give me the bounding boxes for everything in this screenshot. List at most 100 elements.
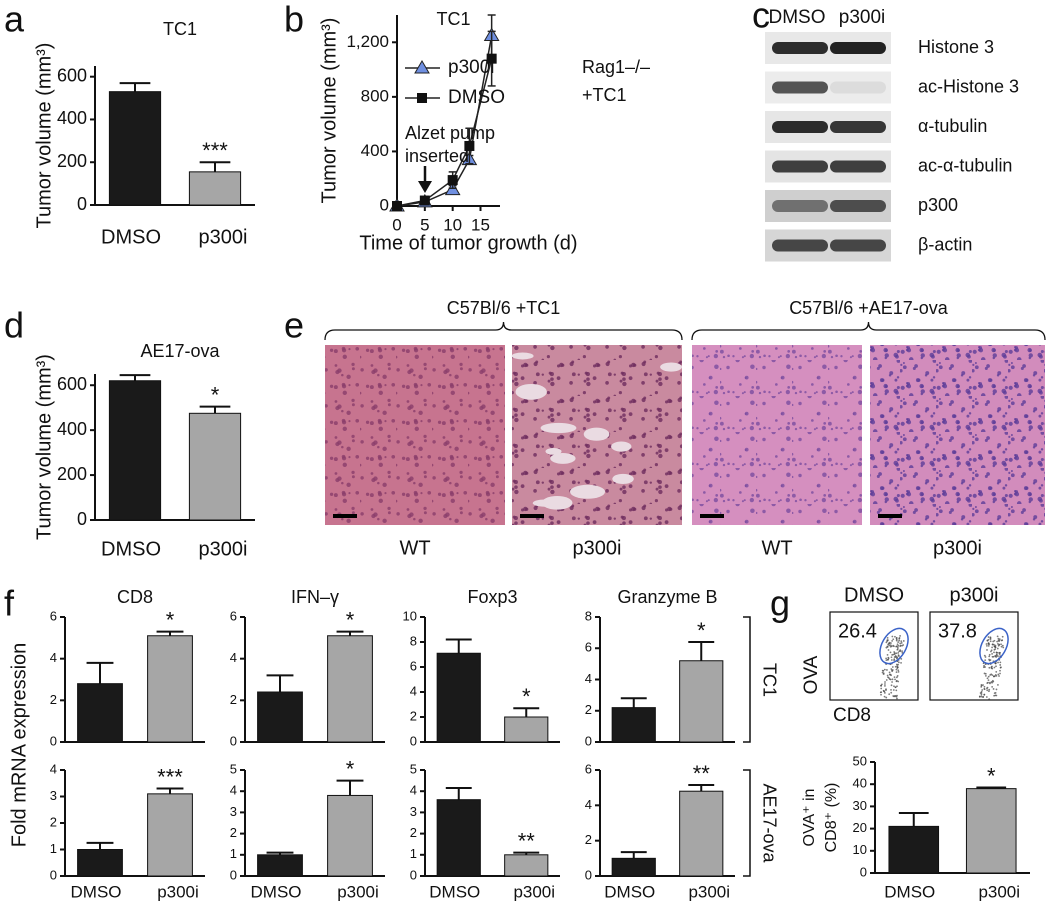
row-bracket: [743, 616, 751, 743]
significance: ***: [157, 764, 183, 789]
bar: [436, 799, 481, 877]
flow-dot: [892, 644, 895, 647]
flow-dot: [886, 639, 889, 642]
flow-dot: [894, 652, 896, 655]
blot-row-label: Histone 3: [918, 37, 994, 57]
row-label: AE17-ova: [759, 783, 779, 863]
flow-dot: [892, 689, 895, 691]
blot-column: p300i: [839, 7, 886, 28]
flow-percent: 37.8: [938, 620, 977, 642]
flow-dot: [1000, 645, 1003, 648]
flow-dot: [995, 694, 998, 697]
flow-dot: [897, 655, 900, 657]
flow-dot: [899, 635, 901, 637]
flow-dot: [997, 655, 999, 658]
flow-dot: [997, 637, 1000, 640]
flow-dot: [900, 661, 902, 664]
flow-dot: [889, 651, 892, 654]
flow-dot: [995, 651, 998, 654]
panel-letter: e: [284, 305, 304, 346]
flow-dot: [992, 675, 995, 678]
flow-dot: [884, 683, 886, 685]
flow-dot: [894, 635, 896, 638]
blot-row-label: ac-Histone 3: [918, 76, 1019, 96]
bar: [504, 854, 549, 877]
y-tick-label: 4: [410, 683, 417, 698]
y-tick-label: 0: [410, 733, 417, 748]
flow-gate: [979, 627, 1009, 665]
flow-dot: [884, 681, 886, 683]
flow-y-label: OVA: [801, 655, 822, 694]
flow-dot: [987, 645, 990, 647]
flow-dot: [885, 641, 888, 644]
flow-dot: [887, 649, 890, 651]
flow-dot: [885, 659, 888, 662]
blot-band: [830, 200, 886, 212]
flow-dot: [988, 653, 991, 656]
y-tick-label: 8: [410, 633, 417, 648]
flow-dot: [880, 693, 882, 696]
x-tick-label: DMSO: [884, 882, 935, 901]
x-tick-label: p300i: [688, 882, 730, 901]
blot-band: [772, 121, 828, 133]
flow-dot: [1002, 646, 1005, 649]
y-tick-label: 1: [410, 846, 417, 861]
flow-dot: [879, 691, 882, 694]
flow-dot: [899, 642, 902, 645]
flow-dot: [884, 685, 886, 687]
flow-dot: [883, 668, 886, 671]
flow-dot: [989, 682, 991, 685]
blot-band: [830, 121, 886, 133]
group-label: C57Bl/6 +AE17-ova: [789, 298, 949, 318]
chart-title: TC1: [163, 19, 197, 39]
flow-dot: [995, 670, 998, 673]
flow-dot: [894, 686, 897, 689]
x-tick-label: 15: [471, 215, 490, 234]
flow-dot: [888, 641, 891, 644]
flow-dot: [987, 642, 990, 645]
flow-dot: [997, 644, 1000, 647]
flow-dot: [984, 659, 987, 662]
flow-dot: [888, 693, 891, 696]
flow-dot: [997, 673, 1000, 676]
flow-dot: [991, 646, 993, 649]
flow-dot: [893, 685, 895, 688]
flow-dot: [997, 684, 999, 686]
marker: [447, 175, 458, 186]
flow-dot: [998, 675, 1000, 677]
legend-marker: [417, 93, 427, 103]
flow-dot: [983, 654, 986, 657]
flow-dot: [987, 636, 990, 638]
flow-dot: [991, 643, 994, 646]
flow-dot: [901, 644, 903, 647]
vessel: [612, 473, 634, 484]
y-tick-label: 400: [57, 108, 87, 128]
histology-label: WT: [399, 537, 430, 559]
flow-dot: [999, 661, 1002, 664]
flow-dot: [998, 653, 1001, 655]
flow-dot: [893, 658, 896, 661]
vessel: [540, 422, 577, 434]
flow-dot: [988, 658, 990, 661]
blot-band: [830, 239, 886, 252]
flow-dot: [988, 655, 991, 658]
flow-dot: [986, 686, 989, 689]
x-tick-label: DMSO: [604, 882, 655, 901]
blot-band: [830, 81, 886, 94]
significance: *: [346, 756, 355, 781]
histology-label: p300i: [573, 537, 622, 559]
flow-dot: [901, 650, 903, 652]
flow-dot: [986, 689, 989, 692]
flow-dot: [993, 692, 996, 695]
flow-dot: [991, 679, 994, 682]
flow-dot: [894, 678, 896, 681]
vessel: [569, 484, 606, 499]
flow-dot: [897, 670, 900, 673]
x-axis-label: Time of tumor growth (d): [359, 232, 577, 254]
group-brace: [691, 321, 1046, 341]
flow-dot: [889, 642, 892, 644]
flow-dot: [991, 685, 994, 688]
flow-dot: [998, 639, 1001, 642]
flow-dot: [895, 676, 898, 679]
blot-band: [830, 160, 886, 173]
